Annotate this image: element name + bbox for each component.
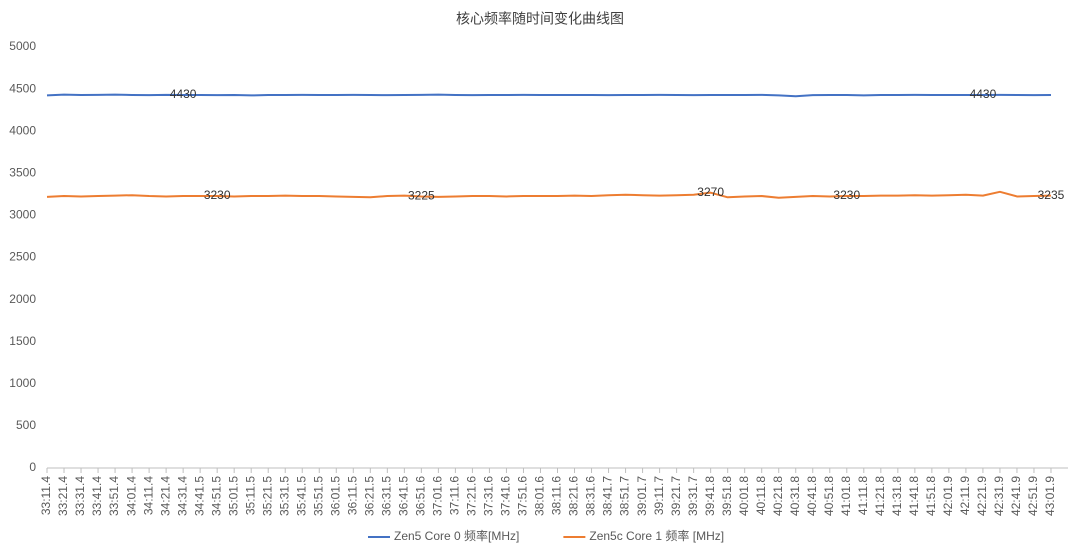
x-tick-label: 37:41.6 — [499, 476, 513, 516]
x-tick-label: 34:01.4 — [124, 476, 138, 516]
x-tick-label: 39:21.7 — [669, 476, 683, 516]
x-tick-label: 40:51.8 — [822, 476, 836, 516]
x-tick-label: 34:11.4 — [141, 476, 155, 515]
y-tick-label: 1000 — [9, 376, 36, 390]
x-tick-label: 36:41.5 — [397, 476, 411, 516]
x-tick-label: 35:41.5 — [294, 476, 308, 516]
x-tick-label: 38:31.6 — [584, 476, 598, 516]
x-tick-label: 34:41.5 — [192, 476, 206, 516]
x-tick-label: 38:51.7 — [618, 476, 632, 516]
x-tick-label: 37:51.6 — [516, 476, 530, 516]
y-tick-label: 0 — [29, 460, 36, 474]
x-tick-label: 41:11.8 — [856, 476, 870, 515]
x-tick-label: 37:01.6 — [431, 476, 445, 516]
x-tick-label: 33:41.4 — [90, 476, 104, 516]
y-tick-label: 4000 — [9, 123, 36, 137]
x-tick-label: 39:51.8 — [720, 476, 734, 516]
x-tick-label: 36:31.5 — [380, 476, 394, 516]
x-tick-label: 40:31.8 — [788, 476, 802, 516]
data-label: 4430 — [170, 87, 197, 101]
x-tick-label: 41:51.8 — [924, 476, 938, 516]
data-label: 3230 — [204, 188, 231, 202]
x-tick-label: 36:01.5 — [328, 476, 342, 516]
x-tick-label: 41:21.8 — [873, 476, 887, 516]
x-tick-label: 41:31.8 — [890, 476, 904, 516]
legend-label: Zen5c Core 1 频率 [MHz] — [589, 528, 724, 543]
x-tick-label: 34:21.4 — [158, 476, 172, 516]
y-tick-label: 4500 — [9, 81, 36, 95]
x-tick-label: 39:41.8 — [703, 476, 717, 516]
y-tick-label: 5000 — [9, 39, 36, 53]
x-tick-label: 33:31.4 — [73, 476, 87, 516]
data-label: 3225 — [408, 189, 435, 203]
x-tick-label: 38:11.6 — [550, 476, 564, 515]
y-tick-label: 2500 — [9, 250, 36, 264]
data-label: 3230 — [833, 188, 860, 202]
x-tick-label: 42:11.9 — [958, 476, 972, 515]
x-tick-label: 33:21.4 — [56, 476, 70, 516]
x-tick-label: 42:51.9 — [1026, 476, 1040, 516]
x-tick-label: 40:21.8 — [771, 476, 785, 516]
x-tick-label: 40:11.8 — [754, 476, 768, 515]
x-tick-label: 42:41.9 — [1009, 476, 1023, 516]
chart-title: 核心频率随时间变化曲线图 — [456, 11, 624, 27]
x-tick-label: 40:01.8 — [737, 476, 751, 516]
x-tick-label: 37:21.6 — [465, 476, 479, 516]
x-tick-label: 35:31.5 — [277, 476, 291, 516]
series-line — [46, 190, 1052, 199]
y-tick-label: 500 — [16, 418, 36, 432]
x-tick-label: 35:21.5 — [260, 476, 274, 516]
data-label: 4430 — [970, 87, 997, 101]
x-tick-label: 36:51.6 — [414, 476, 428, 516]
x-tick-label: 42:31.9 — [992, 476, 1006, 516]
x-tick-label: 35:11.5 — [243, 476, 257, 515]
x-tick-label: 38:01.6 — [533, 476, 547, 516]
x-tick-label: 36:11.5 — [345, 476, 359, 515]
x-tick-label: 33:11.4 — [39, 476, 53, 515]
data-label: 3270 — [697, 185, 724, 199]
x-tick-label: 38:41.7 — [601, 476, 615, 516]
series-line — [46, 93, 1051, 98]
x-tick-label: 34:31.4 — [175, 476, 189, 516]
x-tick-label: 38:21.6 — [567, 476, 581, 516]
x-tick-label: 36:21.5 — [362, 476, 376, 516]
y-tick-label: 2000 — [9, 292, 36, 306]
x-tick-label: 37:31.6 — [482, 476, 496, 516]
data-label: 3235 — [1038, 188, 1065, 202]
x-tick-label: 42:21.9 — [975, 476, 989, 516]
x-tick-label: 42:01.9 — [941, 476, 955, 516]
x-tick-label: 33:51.4 — [107, 476, 121, 516]
y-tick-label: 1500 — [9, 334, 36, 348]
legend-label: Zen5 Core 0 频率[MHz] — [394, 528, 519, 543]
x-tick-label: 35:51.5 — [311, 476, 325, 516]
x-tick-label: 41:41.8 — [907, 476, 921, 516]
x-tick-label: 34:51.5 — [209, 476, 223, 516]
x-tick-label: 39:11.7 — [652, 476, 666, 515]
y-tick-label: 3000 — [9, 208, 36, 222]
x-tick-label: 39:31.7 — [686, 476, 700, 516]
x-tick-label: 41:01.8 — [839, 476, 853, 516]
y-tick-label: 3500 — [9, 165, 36, 179]
x-tick-label: 43:01.9 — [1043, 476, 1057, 516]
x-tick-label: 37:11.6 — [448, 476, 462, 515]
x-tick-label: 40:41.8 — [805, 476, 819, 516]
x-tick-label: 39:01.7 — [635, 476, 649, 516]
x-tick-label: 35:01.5 — [226, 476, 240, 516]
